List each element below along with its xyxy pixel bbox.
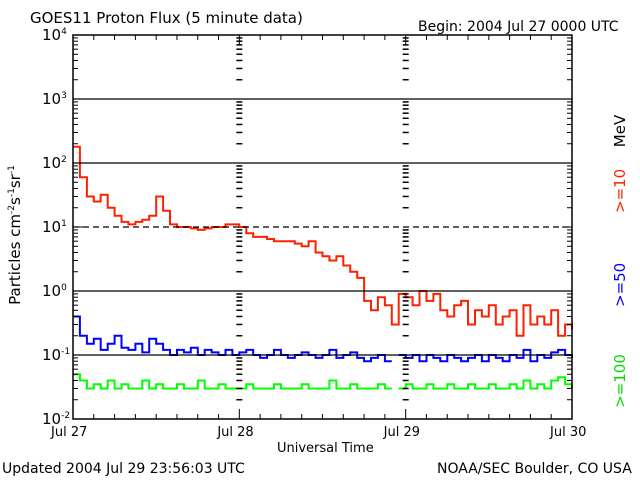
- y-tick-label: 100: [42, 282, 67, 300]
- y-tick-exponent: 2: [61, 155, 67, 165]
- y-tick-exponent: 0: [61, 283, 67, 293]
- y-tick-base: 10: [42, 282, 62, 300]
- y-tick-label: 104: [42, 26, 67, 44]
- y-tick-base: 10: [42, 90, 62, 108]
- series-ge100: [73, 373, 573, 390]
- x-tick-label: Jul 27: [51, 425, 88, 440]
- y-tick-label: 10-2: [42, 410, 70, 428]
- series-ge10: [73, 145, 573, 337]
- y-tick-base: 10: [42, 26, 62, 44]
- y-tick-exponent: -2: [61, 411, 71, 421]
- chart-title: GOES11 Proton Flux (5 minute data): [30, 9, 303, 27]
- updated-time: Updated 2004 Jul 29 23:56:03 UTC: [2, 461, 245, 477]
- y-tick-label: 101: [42, 218, 67, 236]
- y-tick-label: 103: [42, 90, 67, 108]
- y-tick-base: 10: [42, 346, 62, 364]
- x-tick-label: Jul 30: [550, 425, 587, 440]
- y-tick-base: 10: [42, 218, 62, 236]
- credit: NOAA/SEC Boulder, CO USA: [437, 461, 632, 477]
- y-tick-exponent: -1: [61, 347, 71, 357]
- y-tick-label: 10-1: [42, 346, 70, 364]
- y-tick-label: 102: [42, 154, 67, 172]
- y-tick-exponent: 4: [61, 27, 67, 37]
- x-tick-label: Jul 28: [217, 425, 254, 440]
- x-tick-label: Jul 29: [383, 425, 421, 440]
- y-tick-base: 10: [42, 154, 62, 172]
- y-tick-exponent: 3: [61, 91, 67, 101]
- y-tick-exponent: 1: [61, 219, 67, 229]
- y-tick-base: 10: [42, 410, 62, 428]
- begin-time: Begin: 2004 Jul 27 0000 UTC: [418, 19, 619, 35]
- x-axis-label: Universal Time: [277, 441, 374, 456]
